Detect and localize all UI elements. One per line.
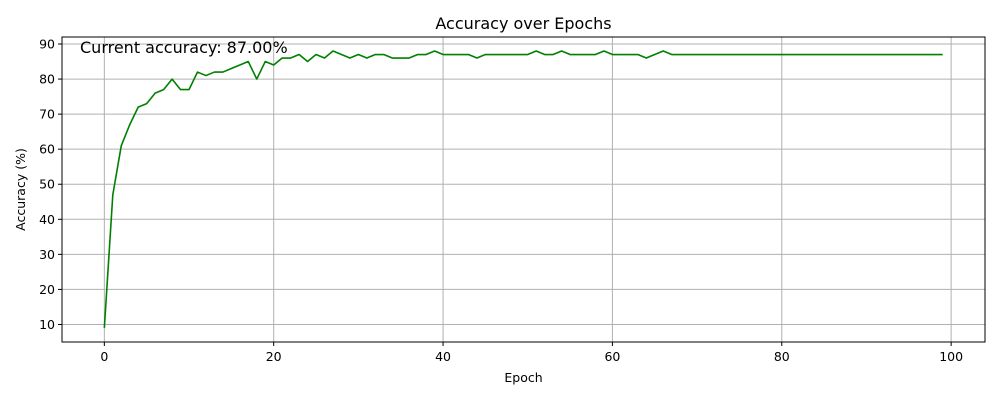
y-tick-label: 30 (39, 247, 55, 262)
x-tick-label: 20 (266, 349, 282, 364)
plot-frame (61, 36, 986, 343)
y-tick-label: 60 (39, 142, 55, 157)
y-tick-label: 20 (39, 282, 55, 297)
x-tick-label: 100 (939, 349, 963, 364)
x-tick-label: 60 (604, 349, 620, 364)
series-layer (103, 50, 943, 329)
x-tick-label: 40 (435, 349, 451, 364)
x-tick-label: 0 (100, 349, 108, 364)
current-accuracy-annotation: Current accuracy: 87.00% (80, 38, 288, 57)
y-tick-label: 90 (39, 37, 55, 52)
y-tick-label: 70 (39, 107, 55, 122)
y-axis-label: Accuracy (%) (13, 148, 28, 231)
chart-title: Accuracy over Epochs (435, 14, 611, 33)
ticks: 0 20 40 60 80 100 10 20 30 40 50 60 70 80 90 (39, 37, 963, 364)
y-tick-label: 10 (39, 317, 55, 332)
x-tick-label: 80 (774, 349, 790, 364)
y-tick-label: 40 (39, 212, 55, 227)
accuracy-series-line (103, 50, 943, 329)
grid (62, 37, 985, 342)
y-tick-label: 80 (39, 72, 55, 87)
x-axis-label: Epoch (504, 370, 542, 385)
y-tick-label: 50 (39, 177, 55, 192)
